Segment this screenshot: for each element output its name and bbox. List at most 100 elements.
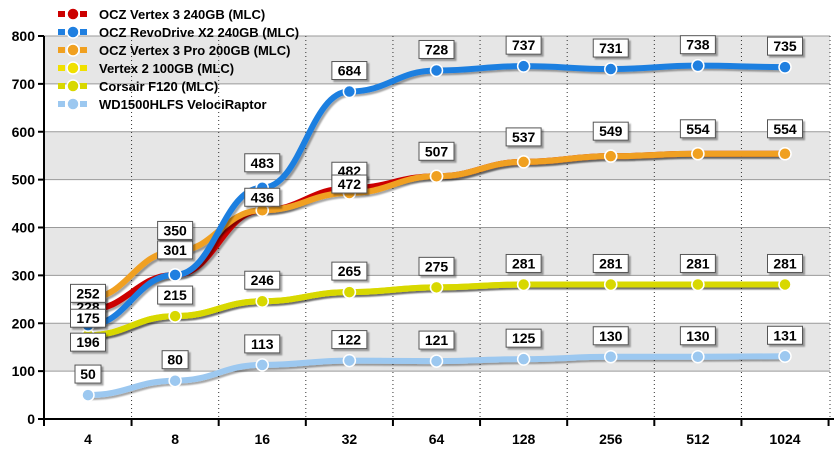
x-tick-label: 128	[512, 431, 536, 447]
data-point	[604, 277, 618, 292]
data-point	[429, 280, 444, 295]
y-tick-label: 0	[27, 411, 35, 427]
data-label: 281	[773, 255, 797, 271]
data-point	[342, 285, 357, 299]
data-label: 737	[512, 37, 536, 53]
data-point	[168, 268, 182, 282]
data-point	[429, 354, 444, 368]
data-label: 131	[773, 327, 797, 343]
y-tick-label: 700	[12, 76, 36, 92]
data-label: 113	[251, 336, 274, 352]
data-label-box	[331, 174, 368, 194]
data-point	[516, 352, 531, 366]
data-label-box	[767, 325, 803, 345]
data-label: 738	[686, 37, 710, 53]
data-label: 507	[425, 143, 449, 159]
legend-label: Vertex 2 100GB (MLC)	[99, 61, 234, 76]
data-label: 215	[163, 287, 187, 303]
legend-label: OCZ RevoDrive X2 240GB (MLC)	[99, 25, 299, 40]
y-tick-label: 300	[12, 267, 36, 283]
data-label-box	[767, 253, 803, 273]
legend-label: Corsair F120 (MLC)	[99, 79, 218, 94]
data-point	[168, 309, 182, 323]
data-point	[168, 373, 182, 388]
data-label: 50	[80, 366, 96, 382]
y-tick-label: 600	[12, 124, 36, 140]
data-label-box	[74, 364, 102, 384]
data-label-box	[592, 38, 629, 58]
data-label-box	[418, 256, 455, 276]
x-tick-label: 4	[84, 431, 92, 447]
data-label-box	[70, 332, 106, 352]
data-point	[81, 388, 95, 402]
legend-swatch-marker	[66, 43, 80, 57]
data-point	[516, 277, 531, 292]
data-label: 130	[686, 328, 710, 344]
x-tick-label: 64	[429, 431, 445, 447]
data-label: 275	[425, 258, 449, 274]
data-label: 728	[425, 41, 449, 57]
legend-swatch-marker	[66, 25, 80, 39]
data-label-box	[157, 285, 194, 305]
data-label-box	[679, 35, 716, 55]
data-point	[429, 169, 444, 184]
data-point	[778, 349, 792, 364]
data-label-box	[505, 127, 542, 147]
data-label-box	[679, 119, 716, 139]
data-label: 350	[163, 222, 187, 238]
data-label-box	[418, 39, 455, 59]
data-label-box	[244, 153, 281, 173]
data-label-box	[331, 330, 368, 350]
data-label-box	[331, 261, 368, 281]
data-label-box	[592, 253, 629, 273]
data-label-box	[592, 121, 629, 141]
data-label: 554	[773, 121, 797, 137]
data-label-box	[161, 350, 189, 370]
data-point	[255, 294, 269, 308]
x-tick-label: 256	[599, 431, 623, 447]
data-label-box	[505, 253, 542, 273]
data-label: 125	[512, 330, 536, 346]
data-point	[778, 147, 792, 161]
x-tick-label: 8	[171, 431, 179, 447]
data-point	[691, 350, 705, 364]
legend-swatch-marker	[66, 61, 80, 75]
data-label: 483	[251, 155, 275, 171]
y-tick-label: 800	[12, 28, 36, 44]
data-point	[691, 58, 705, 73]
data-label-box	[767, 36, 803, 56]
data-label: 436	[251, 189, 275, 205]
data-label: 735	[773, 38, 797, 54]
data-label-box	[679, 253, 716, 273]
data-point	[691, 277, 705, 292]
data-label-box	[157, 240, 194, 260]
data-point	[342, 84, 357, 99]
data-label: 537	[512, 129, 536, 145]
data-label: 252	[76, 285, 100, 301]
x-tick-label: 1024	[769, 431, 800, 447]
data-label: 731	[599, 40, 623, 56]
data-label-box	[70, 308, 106, 328]
x-axis-ticks: 4 8 16 32 64 128 256 512 1024	[43, 419, 830, 447]
data-label: 265	[338, 263, 362, 279]
data-point	[604, 350, 618, 364]
data-point	[255, 358, 269, 372]
data-label-box	[157, 220, 194, 240]
y-tick-label: 400	[12, 220, 36, 236]
data-label: 281	[512, 255, 536, 271]
data-label: 246	[251, 272, 275, 288]
data-label: 196	[76, 334, 100, 350]
y-tick-label: 200	[12, 315, 36, 331]
legend-swatch-marker	[66, 7, 80, 21]
data-label-box	[244, 270, 281, 290]
data-label-box	[244, 187, 281, 207]
data-label: 281	[599, 255, 623, 271]
y-tick-label: 100	[12, 363, 36, 379]
legend-label: OCZ Vertex 3 240GB (MLC)	[99, 7, 265, 22]
data-label-box	[679, 326, 716, 346]
data-label: 121	[425, 332, 449, 348]
data-label: 130	[599, 328, 623, 344]
data-label-box	[592, 326, 629, 346]
